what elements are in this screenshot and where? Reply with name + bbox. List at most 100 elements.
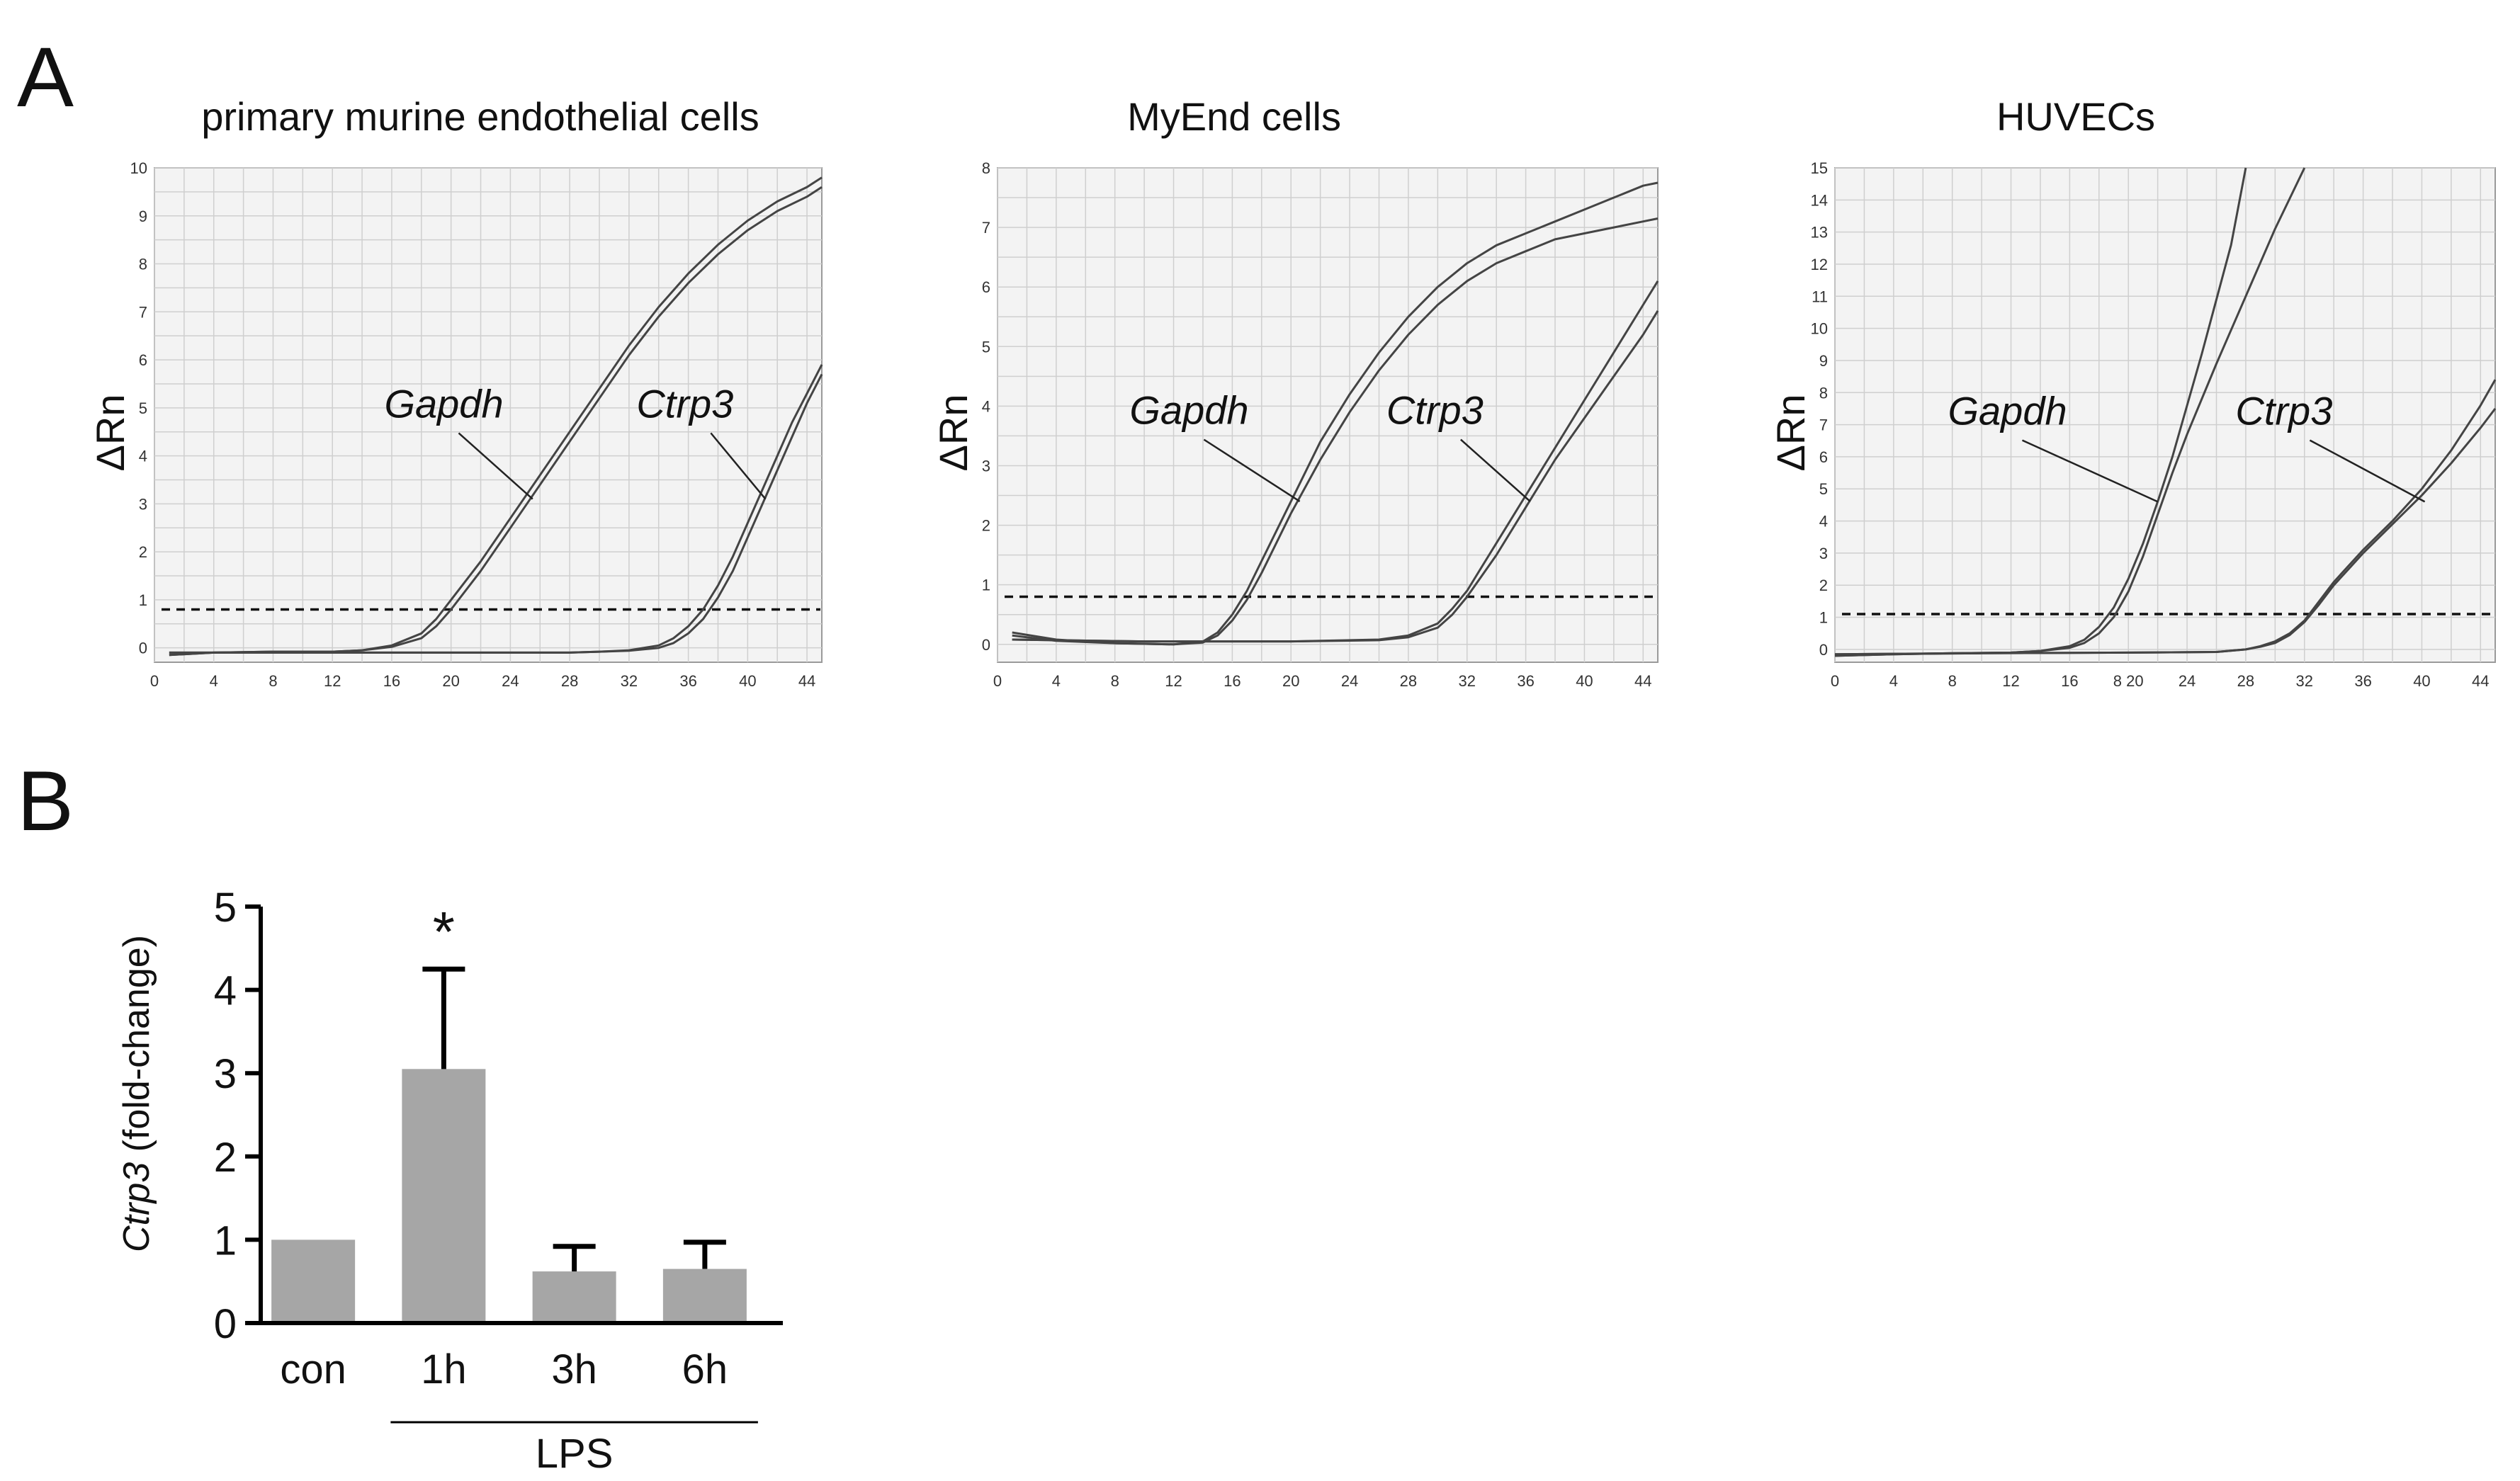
x-tick-label: 28 bbox=[2237, 672, 2254, 690]
x-tick-label: 4 bbox=[1889, 672, 1898, 690]
x-tick-label: 20 bbox=[1282, 672, 1299, 690]
x-tick-label: 28 bbox=[1400, 672, 1417, 690]
amplification-curve-ctrp3 bbox=[1834, 407, 2497, 656]
x-tick-label: 44 bbox=[1634, 672, 1651, 690]
y-tick-label: 5 bbox=[214, 885, 237, 931]
y-tick-label: 7 bbox=[1819, 416, 1828, 434]
x-tick-label: 16 bbox=[383, 672, 400, 690]
x-tick-label: 4 bbox=[1052, 672, 1061, 690]
amplification-curve-ctrp3 bbox=[1012, 310, 1659, 643]
bar-6h bbox=[662, 1269, 747, 1321]
x-tick-label: 12 bbox=[324, 672, 341, 690]
y-tick-label: 3 bbox=[139, 495, 147, 513]
y-tick-label: 8 bbox=[139, 256, 147, 273]
x-tick-label: 36 bbox=[2354, 672, 2371, 690]
x-tick-label: 44 bbox=[798, 672, 815, 690]
amplification-curve-gapdh bbox=[169, 186, 823, 657]
x-tick-label: 6h bbox=[682, 1346, 728, 1392]
x-tick-label: 16 bbox=[2061, 672, 2078, 690]
y-tick-label: 0 bbox=[982, 636, 990, 654]
y-tick-label: 7 bbox=[982, 219, 990, 237]
y-tick-label: 2 bbox=[982, 517, 990, 535]
x-tick-label: 8 bbox=[1111, 672, 1119, 690]
x-tick-label: 1h bbox=[421, 1346, 467, 1392]
bar-3h bbox=[532, 1271, 616, 1321]
x-tick-label: 36 bbox=[679, 672, 696, 690]
y-tick-label: 1 bbox=[982, 577, 990, 594]
panel-b-label: B bbox=[17, 754, 74, 849]
gene-label-ctrp3: Ctrp3 bbox=[1386, 388, 1484, 433]
y-tick-label: 4 bbox=[139, 448, 147, 465]
leader-line bbox=[2309, 439, 2426, 503]
y-tick-label: 1 bbox=[1819, 609, 1828, 627]
x-tick-label: 28 bbox=[561, 672, 578, 690]
y-tick-label: 2 bbox=[139, 543, 147, 561]
y-tick-label: 2 bbox=[214, 1135, 237, 1181]
group-label-lps: LPS bbox=[536, 1431, 614, 1477]
y-tick-label: 5 bbox=[982, 338, 990, 356]
x-tick-label: 32 bbox=[1459, 672, 1476, 690]
y-axis-label: Ctrp3 (fold-change) bbox=[116, 935, 157, 1252]
plot-area bbox=[1834, 167, 2496, 663]
plot-area bbox=[997, 167, 1659, 663]
y-tick-label: 2 bbox=[1819, 577, 1828, 594]
y-axis-label-gene: Ctrp3 bbox=[116, 1162, 157, 1252]
y-tick-label: 1 bbox=[214, 1218, 237, 1264]
y-tick-label: 10 bbox=[130, 159, 147, 177]
y-tick-label: 7 bbox=[139, 303, 147, 321]
leader-line bbox=[2021, 439, 2159, 503]
leader-line bbox=[1203, 438, 1301, 502]
bar-con bbox=[271, 1239, 356, 1321]
x-tick-label: 32 bbox=[2296, 672, 2313, 690]
x-tick-label: 24 bbox=[1341, 672, 1358, 690]
y-tick-label: 3 bbox=[982, 457, 990, 475]
y-tick-label: 6 bbox=[982, 278, 990, 296]
chart-title-huvecs: HUVECs bbox=[1996, 94, 2156, 139]
x-tick-label: 24 bbox=[502, 672, 519, 690]
x-tick-label: 16 bbox=[1224, 672, 1241, 690]
y-tick-label: 5 bbox=[139, 399, 147, 417]
x-tick-label: 20 bbox=[442, 672, 459, 690]
x-tick-label: 0 bbox=[1831, 672, 1839, 690]
amplification-curve-gapdh bbox=[1012, 217, 1659, 646]
x-tick-label: 8 20 bbox=[2113, 672, 2144, 690]
x-tick-label: 12 bbox=[2002, 672, 2019, 690]
x-tick-label: 32 bbox=[621, 672, 638, 690]
y-tick-label: 15 bbox=[1811, 159, 1828, 177]
x-tick-label: 8 bbox=[269, 672, 277, 690]
x-tick-label: 36 bbox=[1517, 672, 1534, 690]
leader-line bbox=[1460, 438, 1531, 502]
x-tick-label: 12 bbox=[1165, 672, 1182, 690]
x-tick-label: con bbox=[280, 1346, 346, 1392]
x-tick-label: 0 bbox=[993, 672, 1002, 690]
y-tick-label: 6 bbox=[139, 351, 147, 369]
x-tick-label: 40 bbox=[1576, 672, 1593, 690]
chart-title-myend: MyEnd cells bbox=[1127, 94, 1341, 139]
y-tick-label: 8 bbox=[1819, 384, 1828, 402]
x-tick-label: 40 bbox=[739, 672, 756, 690]
gene-label-gapdh: Gapdh bbox=[384, 381, 503, 426]
y-tick-label: 4 bbox=[1819, 513, 1828, 530]
plot-area bbox=[154, 167, 823, 663]
x-tick-label: 24 bbox=[2179, 672, 2196, 690]
y-tick-label: 14 bbox=[1811, 191, 1828, 209]
x-tick-label: 8 bbox=[1948, 672, 1957, 690]
y-tick-label: 0 bbox=[214, 1301, 237, 1347]
y-tick-label: 4 bbox=[982, 397, 990, 415]
y-axis-label: ΔRn bbox=[931, 395, 976, 472]
gene-label-ctrp3: Ctrp3 bbox=[2235, 389, 2332, 433]
y-tick-label: 5 bbox=[1819, 480, 1828, 498]
y-tick-label: 0 bbox=[1819, 641, 1828, 659]
chart-title-primary: primary murine endothelial cells bbox=[201, 94, 759, 139]
y-tick-label: 4 bbox=[214, 968, 237, 1014]
y-tick-label: 9 bbox=[1819, 352, 1828, 370]
gene-label-gapdh: Gapdh bbox=[1948, 389, 2067, 433]
y-axis-label: ΔRn bbox=[1768, 395, 1813, 472]
y-tick-label: 11 bbox=[1812, 288, 1828, 305]
y-tick-label: 8 bbox=[982, 159, 990, 177]
leader-line bbox=[710, 432, 767, 500]
x-tick-label: 0 bbox=[150, 672, 159, 690]
